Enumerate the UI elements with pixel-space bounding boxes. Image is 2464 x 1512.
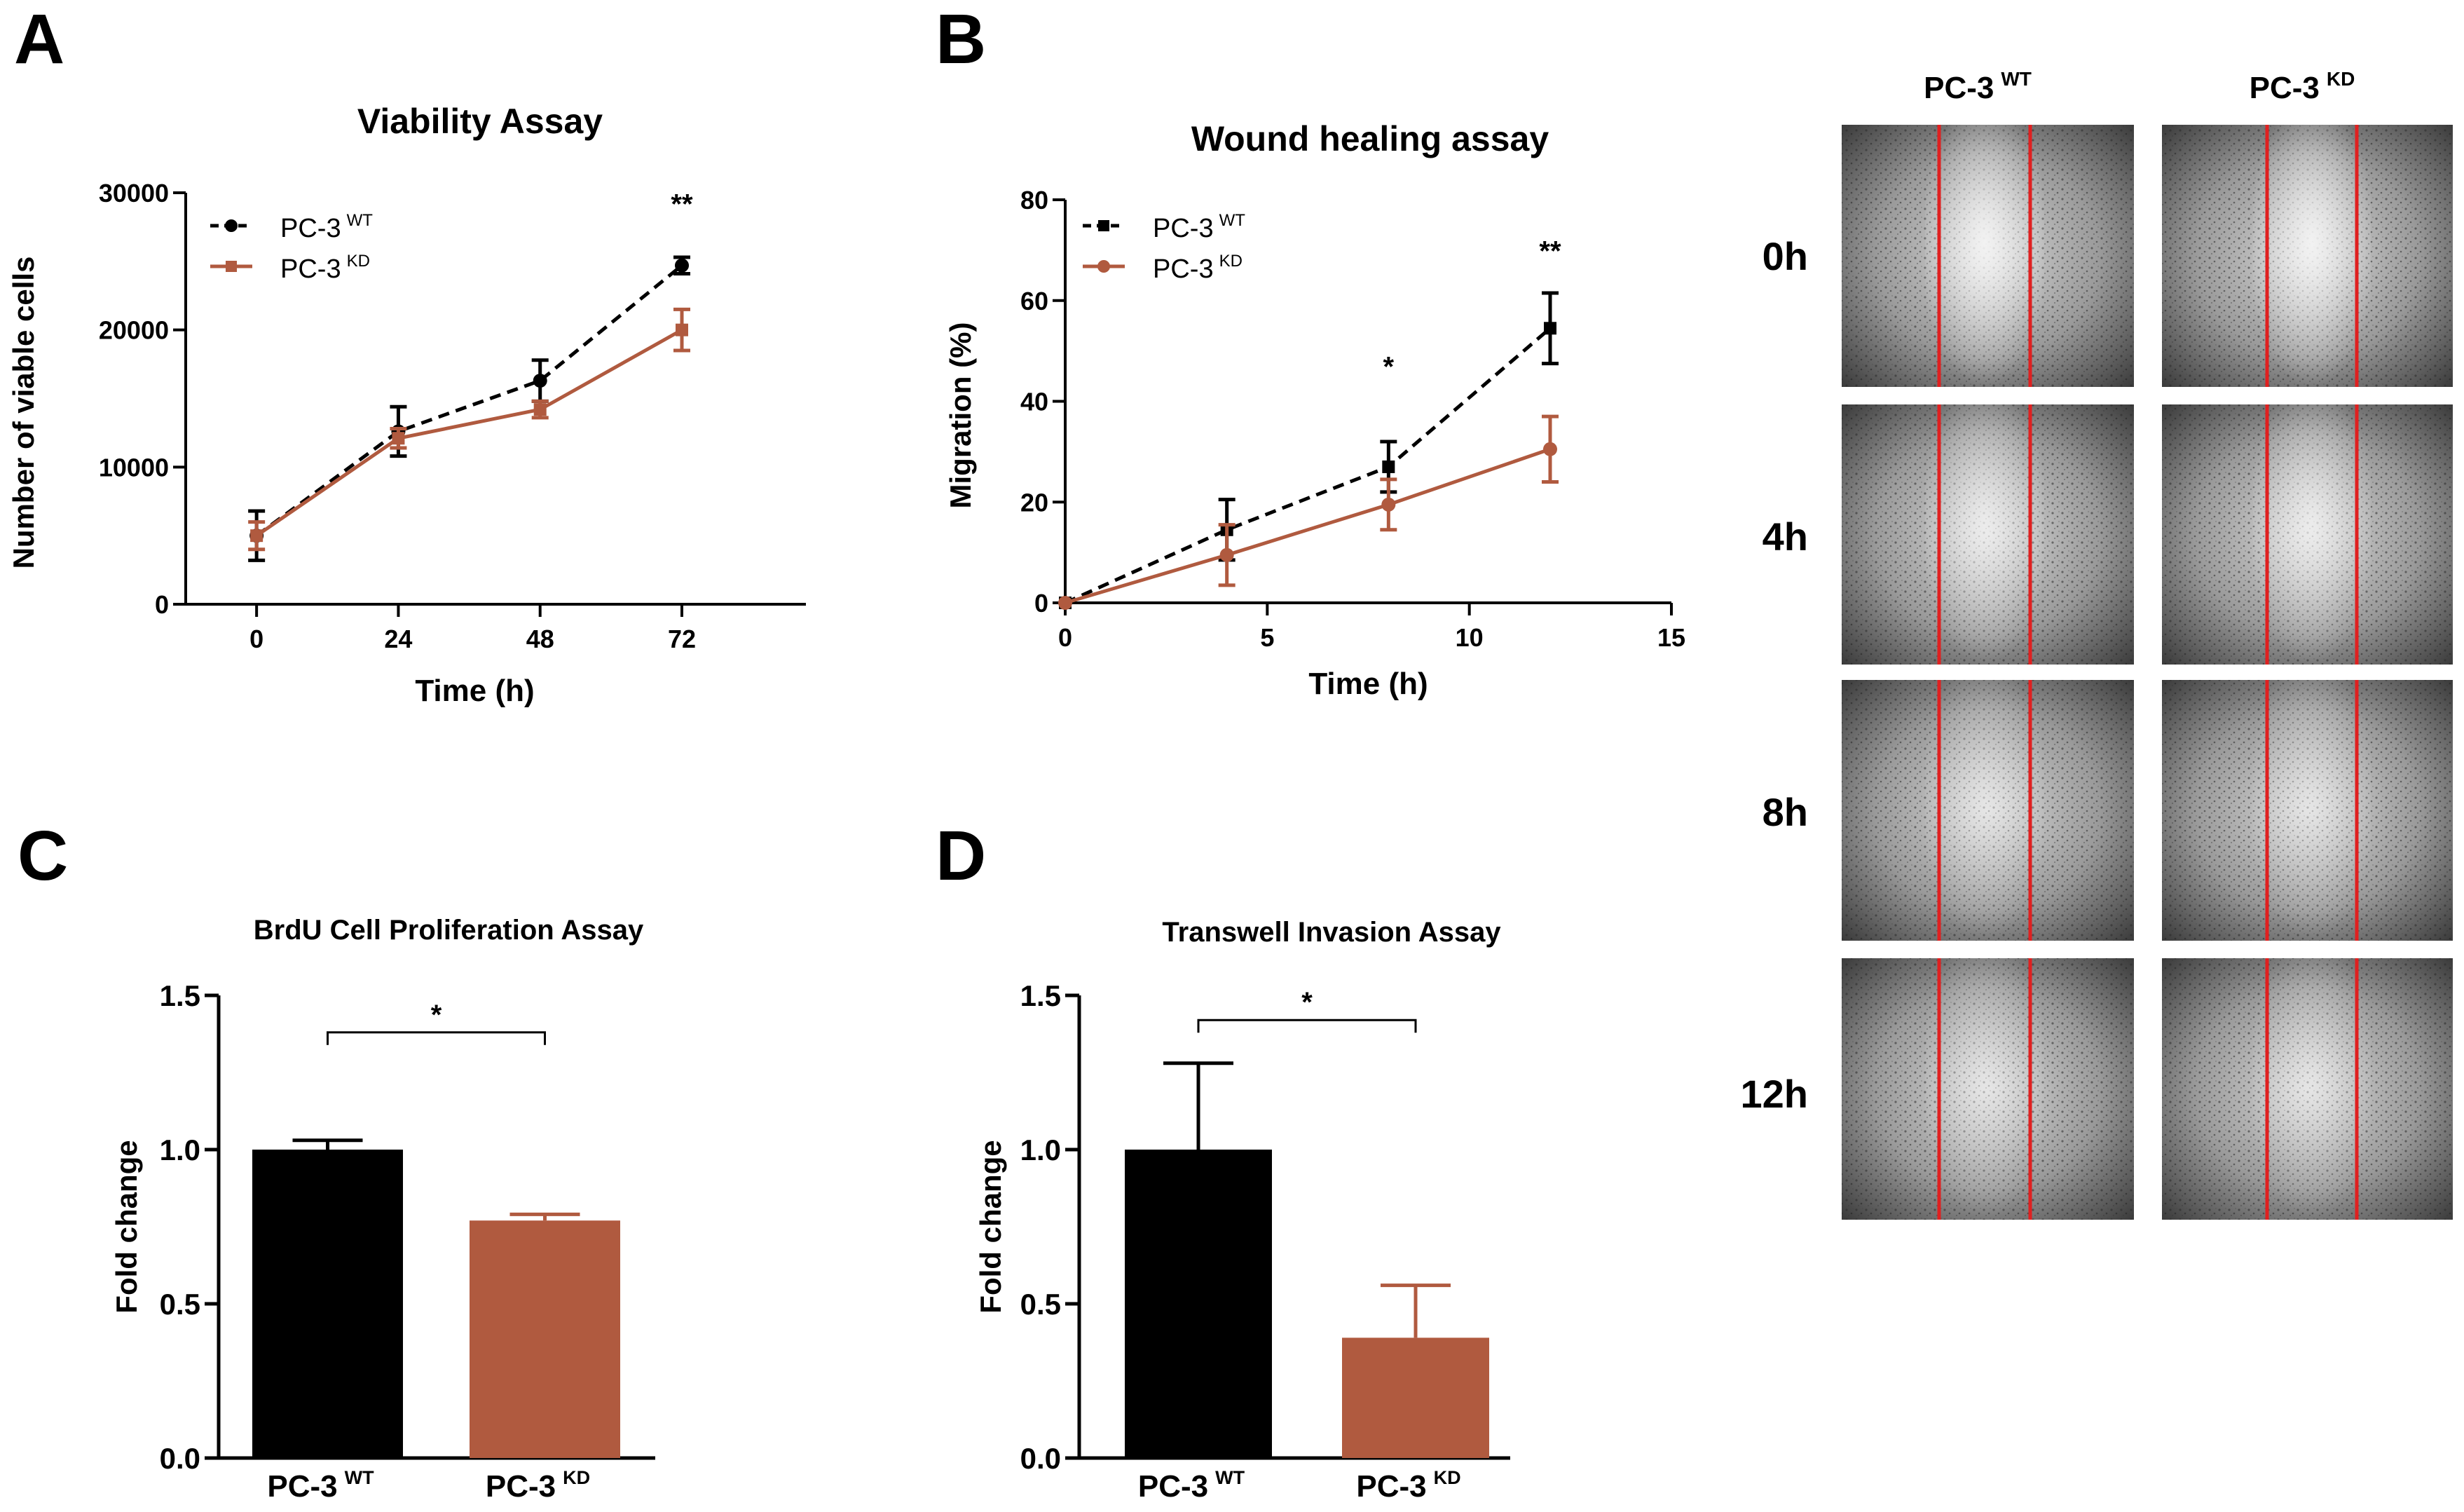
y-tick-label: 20000 xyxy=(99,316,169,345)
data-point xyxy=(250,529,263,543)
wound-gap xyxy=(1925,404,2044,665)
bar xyxy=(1125,1150,1272,1458)
y-tick-label: 1.0 xyxy=(160,1133,200,1166)
chart-wound-healing-assay: Wound healing assay 0 20 40 60 80 0 5 10 15 Time (… xyxy=(944,119,1685,701)
y-tick-label: 0 xyxy=(155,590,169,619)
data-point xyxy=(533,374,547,388)
data-point xyxy=(1544,322,1556,335)
legend-label: PC-3 WT xyxy=(1153,211,1245,243)
wound-gap xyxy=(1925,958,2044,1220)
data-point xyxy=(1382,460,1395,473)
series-line xyxy=(1064,327,1552,605)
data-point xyxy=(533,403,547,416)
bar xyxy=(470,1220,620,1458)
micro-col-kd: PC-3 KD xyxy=(2250,68,2355,105)
wound-gap xyxy=(2253,958,2371,1220)
wound-gap xyxy=(1925,680,2044,941)
micro-row-12h: 12h xyxy=(1741,1072,1809,1116)
legend-marker xyxy=(225,219,238,232)
y-tick-label: 60 xyxy=(1020,287,1048,315)
legend-label: PC-3 KD xyxy=(1153,252,1243,284)
micro-row-4h: 4h xyxy=(1763,515,1808,559)
x-tick-label: 0 xyxy=(249,625,263,653)
x-tick-label: PC-3 KD xyxy=(1356,1467,1460,1504)
significance-mark: ** xyxy=(671,189,693,219)
bar xyxy=(1342,1337,1489,1458)
wound-gap xyxy=(2253,125,2371,387)
x-tick-label: 10 xyxy=(1456,623,1484,652)
legend-label: PC-3 WT xyxy=(280,211,373,243)
significance-mark: * xyxy=(431,1000,442,1030)
bar xyxy=(252,1150,403,1458)
significance-mark: ** xyxy=(1539,236,1561,266)
y-axis-label: Fold change xyxy=(110,1140,143,1313)
legend-marker xyxy=(1097,260,1110,273)
chart-title: BrdU Cell Proliferation Assay xyxy=(254,915,644,946)
y-tick-label: 0.0 xyxy=(1020,1442,1061,1475)
chart-title: Transwell Invasion Assay xyxy=(1162,917,1501,948)
y-axis-label: Fold change xyxy=(974,1140,1007,1313)
y-tick-label: 1.5 xyxy=(1020,979,1061,1012)
wound-gap xyxy=(2253,680,2371,941)
significance-mark: * xyxy=(1301,987,1313,1018)
chart-title: Wound healing assay xyxy=(1191,119,1549,158)
x-tick-label: PC-3 WT xyxy=(267,1467,374,1504)
legend-marker xyxy=(1098,220,1109,231)
significance-bracket xyxy=(327,1031,546,1045)
panel-letter-d: D xyxy=(936,817,986,895)
chart-viability-assay: Viability Assay 0 10000 20000 30000 0 24 48 72 Ti… xyxy=(7,102,806,708)
data-point xyxy=(1381,497,1396,512)
x-tick-label: 15 xyxy=(1657,623,1685,652)
data-point xyxy=(676,323,688,336)
data-point xyxy=(1058,596,1072,610)
y-tick-label: 0.0 xyxy=(160,1442,200,1475)
micro-row-8h: 8h xyxy=(1763,790,1808,834)
legend-marker xyxy=(226,261,237,272)
data-point xyxy=(1543,442,1557,456)
data-point xyxy=(392,432,405,445)
y-tick-label: 1.0 xyxy=(1020,1133,1061,1166)
series-line xyxy=(1065,447,1551,605)
panel-letter-a: A xyxy=(14,0,64,79)
y-tick-label: 40 xyxy=(1020,388,1048,416)
x-tick-label: 5 xyxy=(1260,623,1274,652)
x-tick-label: PC-3 WT xyxy=(1138,1467,1245,1504)
micro-col-wt: PC-3 WT xyxy=(1924,68,2032,105)
x-tick-label: 24 xyxy=(384,625,412,653)
y-axis-label: Number of viable cells xyxy=(7,257,40,569)
data-point xyxy=(1219,547,1234,562)
x-axis-label: Time (h) xyxy=(415,674,534,708)
y-tick-label: 80 xyxy=(1020,186,1048,214)
x-tick-label: 72 xyxy=(668,625,696,653)
legend-label: PC-3 KD xyxy=(280,252,370,284)
y-tick-label: 0.5 xyxy=(1020,1288,1061,1321)
series-line xyxy=(255,264,683,538)
x-tick-label: 0 xyxy=(1058,623,1072,652)
wound-gap xyxy=(1925,125,2044,387)
panel-letter-c: C xyxy=(18,817,68,895)
chart-title: Viability Assay xyxy=(357,102,603,141)
chart-brdu-proliferation: BrdU Cell Proliferation Assay 0.0 0.5 1.0 1.… xyxy=(110,915,655,1504)
significance-mark: * xyxy=(1383,352,1395,383)
microscopy-grid: PC-3 WT PC-3 KD 0h 4h 8h 12h xyxy=(1741,68,2453,1220)
panel-letter-b: B xyxy=(936,0,986,79)
x-tick-label: 48 xyxy=(526,625,554,653)
y-tick-label: 0 xyxy=(1034,589,1048,618)
y-axis-label: Migration (%) xyxy=(944,322,977,509)
wound-gap xyxy=(2253,404,2371,665)
y-tick-label: 10000 xyxy=(99,453,169,482)
chart-transwell-invasion: Transwell Invasion Assay 0.0 0.5 1.0 1.5 Fold… xyxy=(974,917,1510,1504)
data-point xyxy=(675,258,689,273)
y-tick-label: 1.5 xyxy=(160,979,200,1012)
y-tick-label: 0.5 xyxy=(160,1288,200,1321)
y-tick-label: 20 xyxy=(1020,488,1048,517)
significance-bracket xyxy=(1197,1019,1417,1033)
x-axis-label: Time (h) xyxy=(1308,667,1428,701)
y-tick-label: 30000 xyxy=(99,179,169,207)
micro-row-0h: 0h xyxy=(1763,234,1808,278)
series-line xyxy=(255,328,683,538)
x-tick-label: PC-3 KD xyxy=(486,1467,590,1504)
